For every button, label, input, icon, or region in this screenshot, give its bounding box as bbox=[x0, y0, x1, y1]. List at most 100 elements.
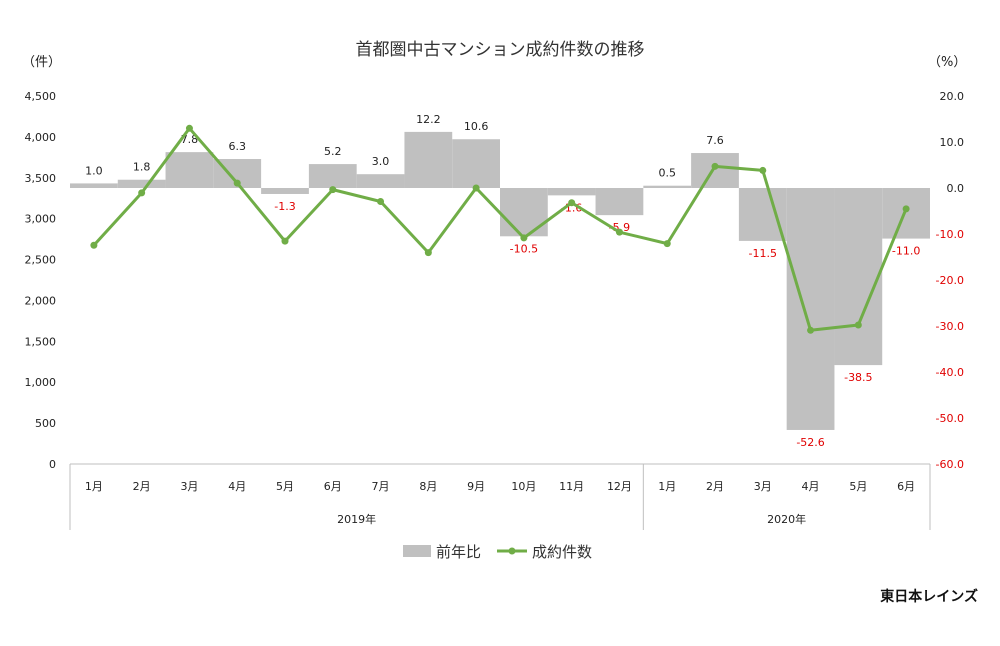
bar-13 bbox=[691, 153, 739, 188]
category-label: 3月 bbox=[180, 480, 198, 493]
right-tick-label: 20.0 bbox=[940, 90, 965, 103]
right-tick-label: -40.0 bbox=[936, 366, 964, 379]
category-label: 5月 bbox=[849, 480, 867, 493]
category-axis: 1月 2月 3月 4月 5月 6月 7月 8月 9月 10月 11月 12月 1月 2月 3月 4月 5月 6月 2… bbox=[70, 464, 930, 530]
category-label: 9月 bbox=[467, 480, 485, 493]
line-point-11 bbox=[616, 229, 623, 236]
left-tick-label: 500 bbox=[35, 417, 56, 430]
line-point-14 bbox=[759, 167, 766, 174]
line-point-4 bbox=[282, 238, 289, 245]
left-tick-label: 2,500 bbox=[25, 254, 57, 267]
bar-1 bbox=[118, 180, 166, 188]
bar-12 bbox=[643, 186, 691, 188]
line-point-6 bbox=[377, 198, 384, 205]
bar-data-label: 5.2 bbox=[324, 145, 342, 158]
line-point-1 bbox=[138, 189, 145, 196]
bar-data-label: -1.3 bbox=[274, 200, 295, 213]
category-label: 4月 bbox=[802, 480, 820, 493]
category-label: 2月 bbox=[133, 480, 151, 493]
category-label: 1月 bbox=[658, 480, 676, 493]
year-label: 2020年 bbox=[767, 512, 806, 526]
bar-16 bbox=[834, 188, 882, 365]
bar-8 bbox=[452, 139, 500, 188]
category-label: 6月 bbox=[897, 480, 915, 493]
category-label: 7月 bbox=[372, 480, 390, 493]
right-tick-label: -30.0 bbox=[936, 320, 964, 333]
bar-9 bbox=[500, 188, 548, 236]
left-tick-label: 0 bbox=[49, 458, 56, 471]
bar-data-label: 3.0 bbox=[372, 155, 390, 168]
legend: 前年比 成約件数 bbox=[403, 543, 592, 561]
bar-data-label: 12.2 bbox=[416, 113, 441, 126]
line-point-5 bbox=[329, 186, 336, 193]
category-label: 1月 bbox=[85, 480, 103, 493]
right-tick-label: 0.0 bbox=[947, 182, 965, 195]
bar-11 bbox=[596, 188, 644, 215]
right-tick-label: -20.0 bbox=[936, 274, 964, 287]
category-label: 8月 bbox=[419, 480, 437, 493]
line-point-13 bbox=[712, 163, 719, 170]
bar-5 bbox=[309, 164, 357, 188]
left-tick-label: 3,000 bbox=[25, 213, 57, 226]
left-tick-label: 4,000 bbox=[25, 131, 57, 144]
chart-title: 首都圏中古マンション成約件数の推移 bbox=[356, 40, 645, 60]
bar-data-label: 10.6 bbox=[464, 120, 489, 133]
legend-label-yoy: 前年比 bbox=[436, 543, 481, 561]
category-label: 6月 bbox=[324, 480, 342, 493]
left-tick-label: 3,500 bbox=[25, 172, 57, 185]
left-axis-unit: （件） bbox=[22, 55, 61, 70]
left-tick-label: 4,500 bbox=[25, 90, 57, 103]
bar-4 bbox=[261, 188, 309, 194]
bar-data-label: 6.3 bbox=[228, 140, 246, 153]
legend-label-contracts: 成約件数 bbox=[532, 543, 592, 561]
right-tick-label: -50.0 bbox=[936, 412, 964, 425]
bar-data-label: -11.0 bbox=[892, 245, 920, 258]
line-point-12 bbox=[664, 240, 671, 247]
bar-15 bbox=[787, 188, 835, 430]
line-point-15 bbox=[807, 327, 814, 334]
category-label: 11月 bbox=[559, 480, 584, 493]
source-credit: 東日本レインズ bbox=[880, 588, 978, 605]
line-point-17 bbox=[903, 205, 910, 212]
line-point-10 bbox=[568, 199, 575, 206]
year-label: 2019年 bbox=[337, 512, 376, 526]
right-axis-unit: （%） bbox=[928, 55, 966, 70]
bar-2 bbox=[166, 152, 214, 188]
bar-data-label: 1.8 bbox=[133, 161, 151, 174]
category-label: 5月 bbox=[276, 480, 294, 493]
bar-0 bbox=[70, 183, 118, 188]
bar-data-label: -52.6 bbox=[796, 436, 824, 449]
bar-14 bbox=[739, 188, 787, 241]
right-tick-label: -60.0 bbox=[936, 458, 964, 471]
left-tick-label: 1,500 bbox=[25, 335, 57, 348]
bar-10 bbox=[548, 188, 596, 195]
line-point-0 bbox=[90, 242, 97, 249]
left-axis-ticks: 0 500 1,000 1,500 2,000 2,500 3,000 3,500 4,000 4… bbox=[25, 90, 57, 471]
category-label: 4月 bbox=[228, 480, 246, 493]
right-axis-ticks: 20.0 10.0 0.0 -10.0 -20.0 -30.0 -40.0 -50.0 -60.… bbox=[936, 90, 964, 471]
category-label: 12月 bbox=[607, 480, 632, 493]
left-tick-label: 2,000 bbox=[25, 294, 57, 307]
category-label: 10月 bbox=[511, 480, 536, 493]
bar-data-label: 0.5 bbox=[658, 167, 676, 180]
left-tick-label: 1,000 bbox=[25, 376, 57, 389]
bar-data-label: 7.6 bbox=[706, 134, 724, 147]
line-point-2 bbox=[186, 125, 193, 132]
right-tick-label: -10.0 bbox=[936, 228, 964, 241]
bar-17 bbox=[882, 188, 930, 239]
legend-swatch-yoy bbox=[403, 545, 431, 557]
bar-data-label: -38.5 bbox=[844, 371, 872, 384]
bar-data-label: -11.5 bbox=[749, 247, 777, 260]
bar-data-label: 1.0 bbox=[85, 164, 103, 177]
bar-series-yoy bbox=[70, 132, 930, 430]
bar-6 bbox=[357, 174, 405, 188]
line-point-16 bbox=[855, 321, 862, 328]
category-label: 3月 bbox=[754, 480, 772, 493]
line-point-8 bbox=[473, 185, 480, 192]
legend-marker-contracts bbox=[509, 548, 516, 555]
line-point-9 bbox=[520, 234, 527, 241]
line-point-3 bbox=[234, 180, 241, 187]
bar-7 bbox=[404, 132, 452, 188]
right-tick-label: 10.0 bbox=[940, 136, 965, 149]
